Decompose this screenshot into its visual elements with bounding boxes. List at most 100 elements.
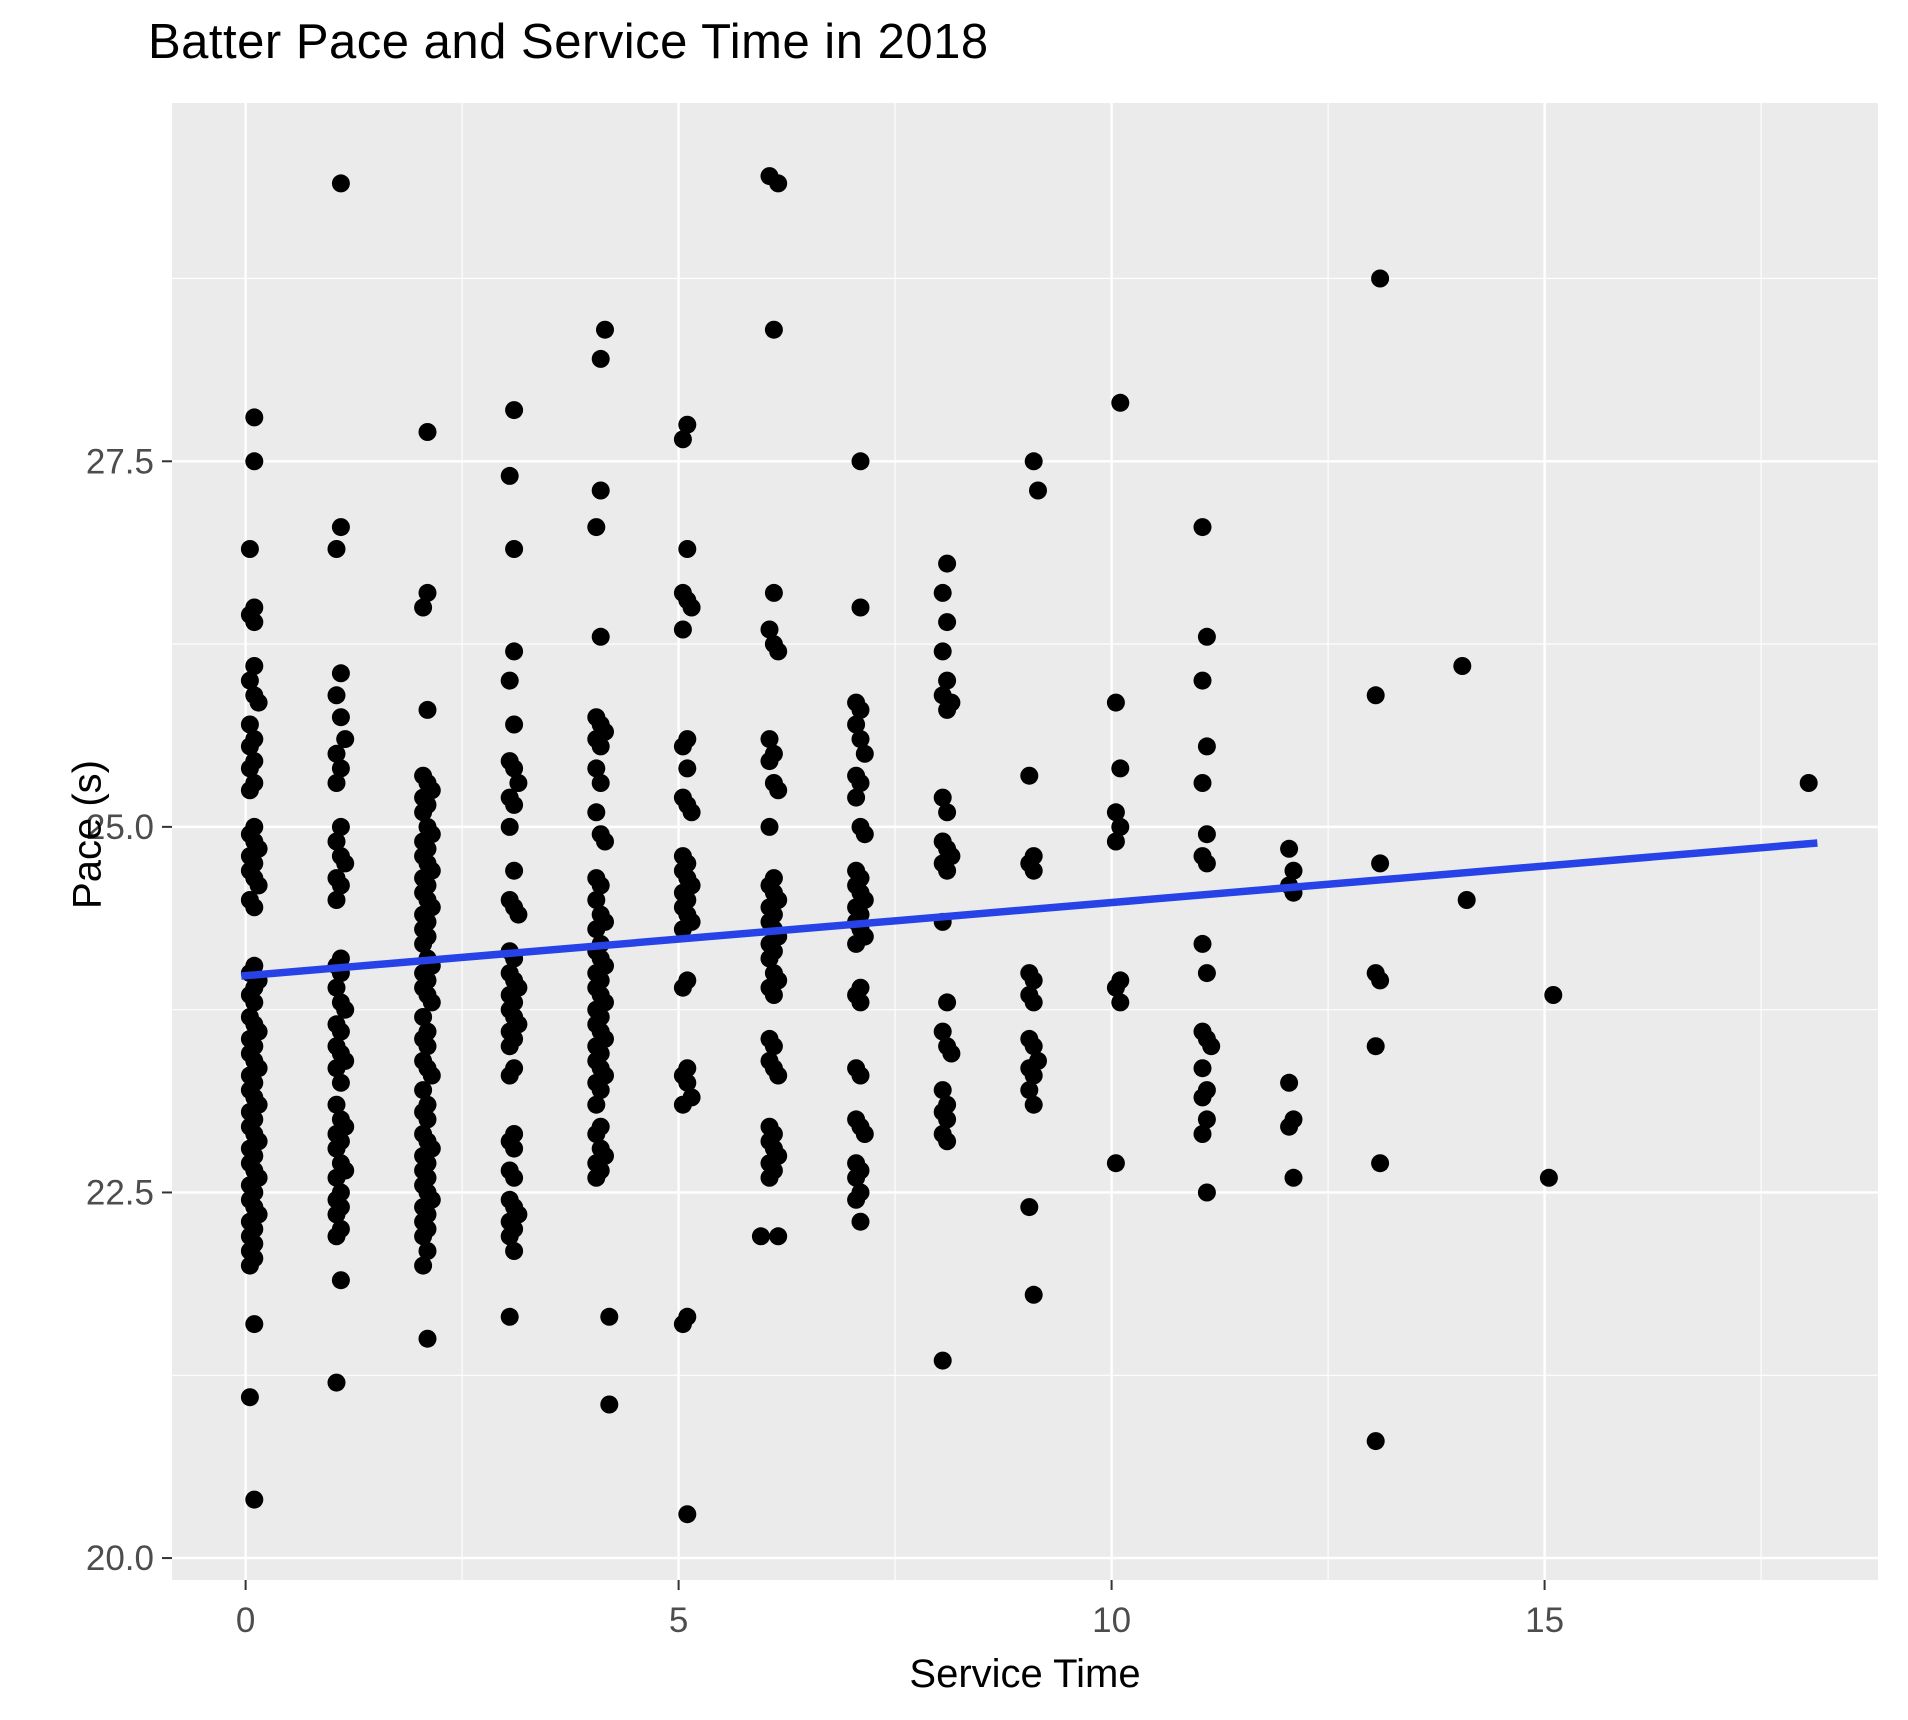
data-point [414,803,433,822]
y-axis-title: Pace (s) [65,760,110,909]
data-point [938,613,957,632]
data-point [596,320,614,339]
data-point [678,1505,697,1524]
data-point [591,349,610,368]
data-point [1024,1066,1043,1085]
data-point [1193,518,1212,537]
data-point [600,1307,619,1326]
data-point [505,861,524,880]
data-point [847,715,866,734]
data-point [769,174,788,193]
data-point [769,1227,788,1246]
data-point [1111,817,1130,836]
data-point [245,613,264,632]
data-point [1193,1125,1212,1143]
data-point [327,1095,346,1114]
data-point [751,1227,770,1246]
data-point [327,774,346,792]
data-point [1197,854,1216,873]
data-point [678,759,697,778]
data-point [418,1110,437,1129]
data-point [933,788,952,807]
data-point [587,1095,606,1114]
data-point [1453,657,1472,675]
data-point [245,898,264,917]
data-point [769,781,788,800]
data-point [587,759,606,778]
data-point [1457,891,1476,909]
data-point [933,1022,952,1041]
data-point [240,737,259,756]
data-point [938,700,957,719]
data-point [422,993,441,1012]
data-point [327,1059,346,1078]
data-point [682,803,701,822]
data-point [1366,1432,1385,1451]
data-point [587,518,606,537]
data-point [851,598,870,617]
data-point [855,825,874,844]
data-point [245,1490,264,1509]
data-point [1284,1168,1303,1187]
data-point [764,320,783,339]
data-point [1280,1117,1299,1136]
data-point [851,993,870,1012]
data-point [591,774,610,792]
data-point [245,993,264,1012]
data-point [764,986,783,1004]
data-point [847,788,866,807]
data-point [855,744,874,763]
data-point [673,920,692,939]
data-point [938,803,957,822]
y-tick-label: 25.0 [86,808,154,847]
data-point [245,452,264,471]
data-point [938,554,957,573]
data-point [505,715,524,734]
data-point [1197,825,1216,844]
data-point [1024,1095,1043,1114]
data-point [509,905,528,924]
data-point [331,708,350,727]
data-point [505,1139,524,1158]
data-point [505,642,524,661]
data-point [414,1227,433,1246]
data-point [240,540,259,558]
data-point [331,1271,350,1290]
data-point [1193,671,1212,690]
data-point [673,430,692,449]
data-point [249,876,268,895]
x-axis-title: Service Time [909,1652,1141,1696]
data-point [851,700,870,719]
data-point [1284,861,1303,880]
data-point [1024,861,1043,880]
data-point [1111,393,1130,412]
data-point [418,1242,437,1260]
data-point [1106,1154,1125,1173]
data-point [1029,481,1047,500]
data-point [240,759,259,778]
data-point [1197,627,1216,646]
data-point [418,700,437,719]
data-point [505,540,524,558]
data-point [331,817,350,836]
data-point [505,1242,524,1260]
data-point [847,934,866,953]
data-point [418,583,437,602]
data-point [1106,832,1125,851]
data-point [327,744,346,763]
data-point [1371,1154,1390,1173]
data-point [933,1351,952,1370]
data-point [336,1000,355,1019]
data-point [327,1139,346,1158]
x-tick-label: 10 [1092,1601,1131,1640]
data-point [418,1329,437,1348]
data-point [933,583,952,602]
data-point [500,1037,519,1056]
data-point [1371,854,1390,873]
data-point [414,598,433,617]
data-point [760,752,779,771]
data-point [240,671,259,690]
data-point [587,803,606,822]
data-point [1193,934,1212,953]
data-point [1197,964,1216,983]
